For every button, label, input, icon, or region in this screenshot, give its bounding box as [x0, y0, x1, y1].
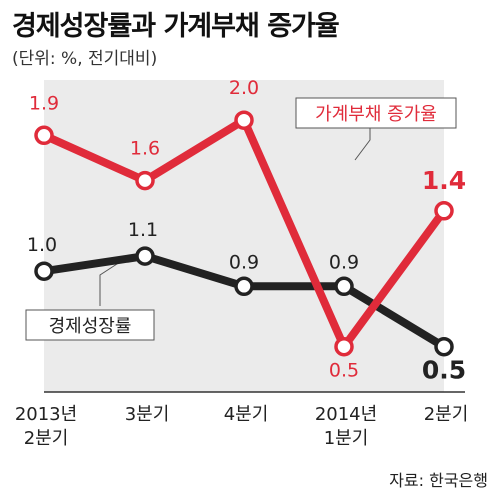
- x-tick-4: 2분기: [424, 404, 469, 425]
- source-note: 자료: 한국은행: [389, 471, 488, 490]
- data-label-household-4: 1.4: [422, 166, 466, 195]
- data-label-growth-4: 0.5: [422, 356, 466, 385]
- legend-box-growth: [25, 309, 155, 341]
- data-labels: 1.0 1.1 0.9 0.9 0.5 1.9 1.6 2.0 0.5 1.4: [27, 77, 466, 385]
- point-household-3: [334, 336, 354, 357]
- point-growth-1: [135, 246, 155, 266]
- data-label-growth-2: 0.9: [229, 251, 259, 273]
- data-label-household-2: 2.0: [229, 77, 259, 99]
- data-label-growth-3: 0.9: [329, 251, 359, 273]
- x-tick-3: 2014년 1분기: [315, 404, 377, 449]
- chart-title: 경제성장률과 가계부채 증가율: [12, 11, 340, 42]
- chart-subtitle: (단위: %, 전기대비): [12, 49, 158, 69]
- point-growth-4: [434, 336, 454, 357]
- data-label-household-3: 0.5: [329, 360, 359, 382]
- legend-leader-household: [354, 125, 371, 161]
- data-label-growth-1: 1.1: [128, 219, 158, 241]
- legend-leader-growth: [99, 261, 121, 306]
- x-ticks: 2013년 2분기 3분기 4분기 2014년 1분기 2분기: [15, 404, 468, 449]
- point-household-1: [135, 170, 155, 191]
- x-tick-0: 2013년 2분기: [15, 404, 77, 449]
- data-points: [34, 110, 454, 357]
- point-growth-3: [334, 276, 354, 297]
- point-growth-2: [234, 276, 254, 297]
- legend-box-household: [295, 97, 457, 129]
- data-label-household-0: 1.9: [29, 92, 59, 114]
- legend-label-household: 가계부채 증가율: [315, 104, 437, 125]
- data-label-household-1: 1.6: [130, 138, 160, 160]
- point-household-4: [434, 201, 454, 221]
- x-tick-2: 4분기: [224, 404, 269, 425]
- legend-label-growth: 경제성장률: [49, 316, 132, 337]
- legend-leaders: [99, 125, 371, 306]
- point-household-2: [234, 110, 254, 130]
- point-growth-0: [34, 261, 54, 281]
- data-label-growth-0: 1.0: [27, 234, 57, 256]
- point-household-0: [34, 125, 54, 146]
- x-tick-1: 3분기: [125, 404, 170, 425]
